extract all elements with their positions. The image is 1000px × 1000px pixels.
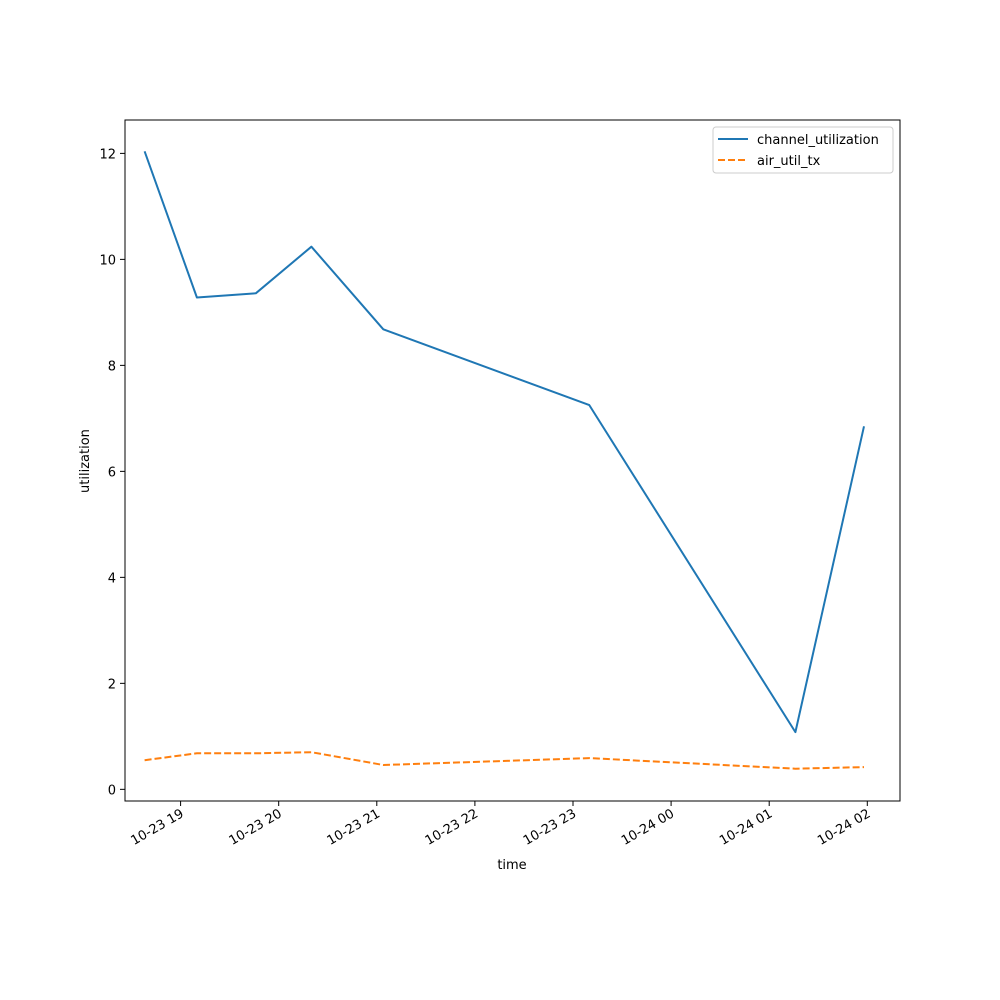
legend-label-air-util-tx: air_util_tx xyxy=(757,154,821,169)
plot-frame xyxy=(124,119,901,802)
legend-frame xyxy=(712,126,894,174)
legend: channel_utilization air_util_tx xyxy=(712,126,894,174)
y-tick-label: 10 xyxy=(99,253,116,268)
y-tick-label: 0 xyxy=(108,783,116,798)
y-tick-label: 6 xyxy=(108,465,116,480)
x-axis-label: time xyxy=(497,858,526,873)
legend-label-channel-utilization: channel_utilization xyxy=(757,133,879,148)
y-tick-label: 2 xyxy=(108,677,116,692)
series-line-channel-utilization xyxy=(143,150,865,734)
y-axis-label: utilization xyxy=(78,429,93,493)
series-layer xyxy=(143,150,865,770)
y-tick-label: 8 xyxy=(108,359,116,374)
series-line-air-util-tx xyxy=(144,751,865,770)
y-axis: 0 2 4 6 8 10 12 xyxy=(99,147,125,798)
y-tick-label: 4 xyxy=(108,571,116,586)
y-tick-label: 12 xyxy=(99,147,116,162)
